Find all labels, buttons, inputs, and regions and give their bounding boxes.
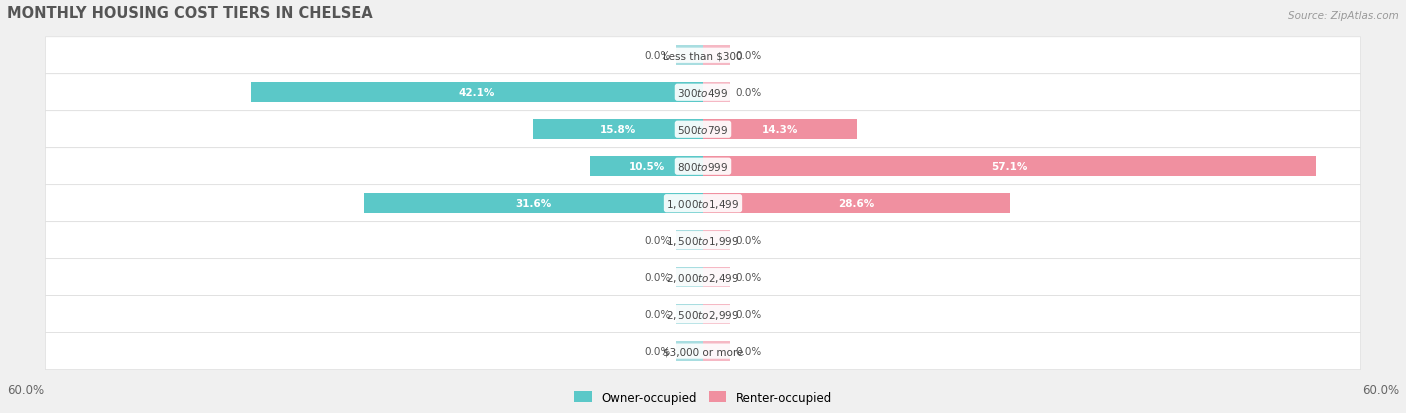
Text: $1,000 to $1,499: $1,000 to $1,499 bbox=[666, 197, 740, 210]
Text: $2,000 to $2,499: $2,000 to $2,499 bbox=[666, 271, 740, 284]
Text: 0.0%: 0.0% bbox=[644, 309, 671, 319]
Bar bbox=[703, 230, 730, 251]
FancyBboxPatch shape bbox=[45, 259, 1361, 296]
Legend: Owner-occupied, Renter-occupied: Owner-occupied, Renter-occupied bbox=[569, 386, 837, 408]
Bar bbox=[703, 194, 1010, 214]
Bar bbox=[533, 120, 703, 140]
Text: 42.1%: 42.1% bbox=[458, 88, 495, 98]
Text: 15.8%: 15.8% bbox=[600, 125, 637, 135]
FancyBboxPatch shape bbox=[45, 185, 1361, 222]
Text: 0.0%: 0.0% bbox=[735, 309, 762, 319]
Text: $1,500 to $1,999: $1,500 to $1,999 bbox=[666, 234, 740, 247]
FancyBboxPatch shape bbox=[45, 38, 1361, 75]
Text: 0.0%: 0.0% bbox=[644, 273, 671, 282]
Text: 14.3%: 14.3% bbox=[762, 125, 799, 135]
Bar bbox=[364, 194, 703, 214]
Text: $3,000 or more: $3,000 or more bbox=[662, 346, 744, 356]
Bar bbox=[676, 304, 703, 325]
Text: 0.0%: 0.0% bbox=[644, 235, 671, 246]
Bar bbox=[703, 267, 730, 287]
Text: 31.6%: 31.6% bbox=[515, 199, 551, 209]
Bar bbox=[676, 46, 703, 66]
Bar bbox=[703, 341, 730, 361]
Text: 60.0%: 60.0% bbox=[7, 384, 44, 396]
FancyBboxPatch shape bbox=[45, 296, 1361, 333]
Text: 0.0%: 0.0% bbox=[644, 51, 671, 61]
Bar bbox=[676, 267, 703, 287]
Text: 10.5%: 10.5% bbox=[628, 162, 665, 172]
Bar bbox=[703, 46, 730, 66]
Bar bbox=[676, 230, 703, 251]
Text: 28.6%: 28.6% bbox=[838, 199, 875, 209]
FancyBboxPatch shape bbox=[45, 222, 1361, 259]
Text: $2,500 to $2,999: $2,500 to $2,999 bbox=[666, 308, 740, 321]
FancyBboxPatch shape bbox=[45, 333, 1361, 370]
Bar bbox=[676, 341, 703, 361]
Text: $800 to $999: $800 to $999 bbox=[678, 161, 728, 173]
Bar bbox=[703, 304, 730, 325]
Text: $300 to $499: $300 to $499 bbox=[678, 87, 728, 99]
Text: 0.0%: 0.0% bbox=[735, 51, 762, 61]
Bar bbox=[703, 83, 730, 103]
Text: 0.0%: 0.0% bbox=[735, 273, 762, 282]
FancyBboxPatch shape bbox=[45, 112, 1361, 148]
Text: 60.0%: 60.0% bbox=[1362, 384, 1399, 396]
Bar bbox=[703, 157, 1316, 177]
Text: Less than $300: Less than $300 bbox=[664, 51, 742, 61]
Text: 0.0%: 0.0% bbox=[644, 346, 671, 356]
Bar bbox=[250, 83, 703, 103]
Bar bbox=[703, 120, 856, 140]
Text: 0.0%: 0.0% bbox=[735, 88, 762, 98]
Text: Source: ZipAtlas.com: Source: ZipAtlas.com bbox=[1288, 11, 1399, 21]
Text: 0.0%: 0.0% bbox=[735, 235, 762, 246]
Text: 0.0%: 0.0% bbox=[735, 346, 762, 356]
FancyBboxPatch shape bbox=[45, 75, 1361, 112]
Text: $500 to $799: $500 to $799 bbox=[678, 124, 728, 136]
FancyBboxPatch shape bbox=[45, 148, 1361, 185]
Text: MONTHLY HOUSING COST TIERS IN CHELSEA: MONTHLY HOUSING COST TIERS IN CHELSEA bbox=[7, 6, 373, 21]
Text: 57.1%: 57.1% bbox=[991, 162, 1028, 172]
Bar bbox=[591, 157, 703, 177]
